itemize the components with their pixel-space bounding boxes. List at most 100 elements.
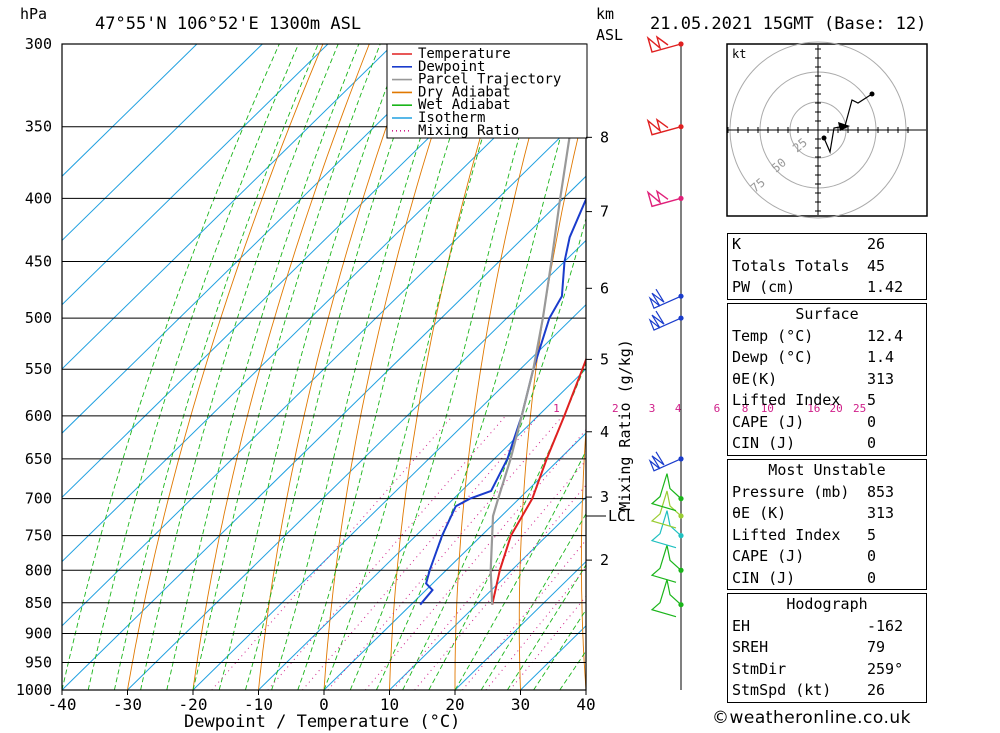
index-row: K 26 [728, 234, 926, 256]
index-row: SREH 79 [728, 637, 926, 659]
mixing-ratio-label: 8 [742, 402, 749, 415]
km-tick-label: 4 [600, 423, 609, 441]
x-tick-label: -10 [244, 695, 273, 714]
basic-indices-table: K 26 Totals Totals 45 PW (cm) 1.42 [727, 233, 927, 300]
index-label: Totals Totals [732, 256, 850, 275]
index-label: PW (cm) [732, 278, 796, 296]
index-row: StmDir 259° [728, 659, 926, 681]
index-label: Lifted Index [732, 525, 841, 544]
y-tick-label: 700 [25, 490, 52, 508]
x-tick-label: -30 [113, 695, 142, 714]
wind-barb [646, 117, 684, 136]
credit: ©weatheronline.co.uk [712, 708, 912, 728]
index-row: θE(K) 313 [728, 369, 926, 391]
wind-barb [650, 545, 684, 583]
isotherm-line [62, 44, 394, 370]
dry-adiabat-line [642, 44, 695, 690]
y-tick-label: 550 [25, 360, 52, 378]
index-row: StmSpd (kt) 26 [728, 680, 926, 702]
index-value: 5 [867, 525, 877, 544]
index-row: Lifted Index 5 [728, 525, 926, 547]
wet-adiabat-line [349, 44, 547, 690]
dry-adiabat-line [323, 44, 463, 690]
index-value: 79 [867, 638, 886, 656]
isotherm-line [323, 432, 586, 690]
index-label: Pressure (mb) [732, 482, 850, 501]
isotherm-line [62, 44, 263, 242]
index-value: 313 [867, 369, 895, 388]
index-label: Lifted Index [732, 391, 841, 409]
dry-adiabat-line [454, 44, 556, 690]
hodo-title: Hodograph [786, 595, 868, 613]
series-parcel-trajectory-line [489, 44, 585, 605]
index-row: CIN (J) 0 [728, 433, 926, 455]
x-tick-label: -40 [48, 695, 77, 714]
index-value: 1.4 [867, 348, 895, 366]
dry-adiabat-line [192, 44, 370, 690]
hodograph-table: Hodograph EH -162 SREH 79 StmDir 259° StmSpd (… [727, 593, 927, 703]
surface-table: Surface Temp (°C) 12.4 Dewp (°C) 1.4 θE(K) 31… [727, 303, 927, 456]
index-row: CAPE (J) 0 [728, 412, 926, 434]
index-value: 12.4 [867, 326, 904, 345]
plot-frame [61, 43, 587, 691]
index-value: 5 [867, 391, 877, 409]
index-value: 45 [867, 256, 886, 275]
wet-adiabat-line [428, 362, 586, 690]
index-row: θE (K) 313 [728, 503, 926, 525]
wet-adiabat-line [87, 44, 300, 690]
hodograph-point [821, 135, 827, 141]
index-value: -162 [867, 616, 904, 635]
wet-adiabat-line [192, 44, 381, 690]
index-label: Temp (°C) [732, 326, 814, 345]
index-label: CIN (J) [732, 434, 796, 452]
index-label: CIN (J) [732, 568, 796, 587]
index-row: PW (cm) 1.42 [728, 277, 926, 299]
index-row: CIN (J) 0 [728, 568, 926, 590]
x-tick-label: -20 [179, 695, 208, 714]
isotherm-line [62, 44, 460, 434]
mixing-ratio-label: 6 [714, 402, 721, 415]
index-value: 0 [867, 547, 877, 565]
isotherm-line [127, 239, 586, 690]
index-label: θE(K) [732, 369, 778, 388]
index-label: SREH [732, 638, 769, 656]
hpa-unit: hPa [20, 5, 47, 23]
index-label: θE (K) [732, 504, 787, 522]
isotherm-line [62, 175, 586, 690]
isotherm-line [454, 560, 586, 690]
index-label: K [732, 235, 742, 253]
index-value: 26 [867, 681, 886, 699]
km-tick-label: 6 [600, 279, 609, 297]
km-tick-label: 5 [600, 350, 609, 368]
y-tick-label: 650 [25, 450, 52, 468]
index-value: 0 [867, 412, 877, 431]
km-tick-label: 7 [600, 203, 609, 221]
x-axis-label: Dewpoint / Temperature (°C) [184, 712, 460, 732]
isotherm-line [389, 496, 586, 690]
mixing-ratio-label: 2 [612, 402, 619, 415]
series-temperature-line [491, 356, 586, 605]
most-unstable-table: Most Unstable Pressure (mb) 853 θE (K) 313 L… [727, 459, 927, 590]
index-row: Temp (°C) 12.4 [728, 326, 926, 348]
wet-adiabat-line [166, 44, 360, 690]
mu-title: Most Unstable [768, 461, 886, 479]
storm-motion-marker [838, 122, 850, 131]
index-label: StmSpd (kt) [732, 681, 832, 699]
y-tick-label: 900 [25, 624, 52, 642]
index-value: 0 [867, 434, 877, 452]
wet-adiabat-line [402, 216, 586, 690]
legend-label: Mixing Ratio [418, 123, 519, 139]
wet-adiabat-line [140, 44, 339, 690]
isotherm-line [62, 44, 198, 177]
wind-barb [650, 473, 684, 512]
isotherm-line [258, 368, 586, 690]
lcl-label: LCL [608, 507, 635, 525]
asl-unit: ASL [596, 26, 623, 44]
mixing-ratio-label: 16 [807, 402, 820, 415]
index-row: Totals Totals 45 [728, 256, 926, 278]
wet-adiabat-line [323, 44, 512, 690]
mixing-ratio-line [327, 415, 563, 690]
dry-adiabat-line [127, 44, 324, 690]
wet-adiabat-line [113, 44, 319, 690]
index-value: 313 [867, 504, 895, 522]
